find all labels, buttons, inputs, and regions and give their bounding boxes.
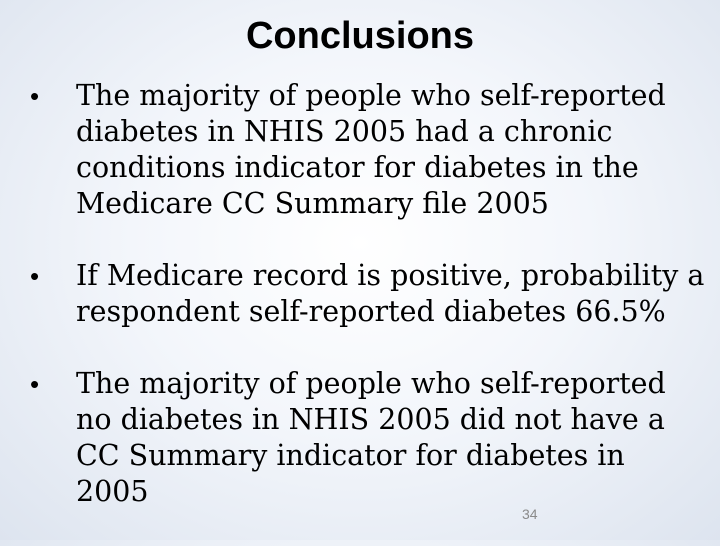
bullet-line: CC Summary indicator for diabetes in <box>76 439 625 472</box>
slide-number: 34 <box>522 506 538 522</box>
bullet-item: The majority of people who self-reported… <box>30 78 698 222</box>
bullet-line: diabetes in NHIS 2005 had a chronic <box>76 115 613 148</box>
bullet-line: Medicare CC Summary file 2005 <box>76 187 549 220</box>
bullet-list: The majority of people who self-reported… <box>30 78 705 546</box>
bullet-line: no diabetes in NHIS 2005 did not have a <box>76 403 665 436</box>
bullet-line: conditions indicator for diabetes in the <box>76 151 639 184</box>
bullet-line: respondent self-reported diabetes 66.5% <box>76 295 666 328</box>
bullet-item: If Medicare record is positive, probabil… <box>30 258 705 330</box>
bullet-line: The majority of people who self-reported <box>76 79 666 112</box>
bullet-item: The majority of people who self-reported… <box>30 366 698 510</box>
bullet-line: 2005 <box>76 475 149 508</box>
bullet-line: If Medicare record is positive, probabil… <box>76 259 705 292</box>
slide-title: Conclusions <box>245 15 475 57</box>
bullet-line: The majority of people who self-reported <box>76 367 666 400</box>
